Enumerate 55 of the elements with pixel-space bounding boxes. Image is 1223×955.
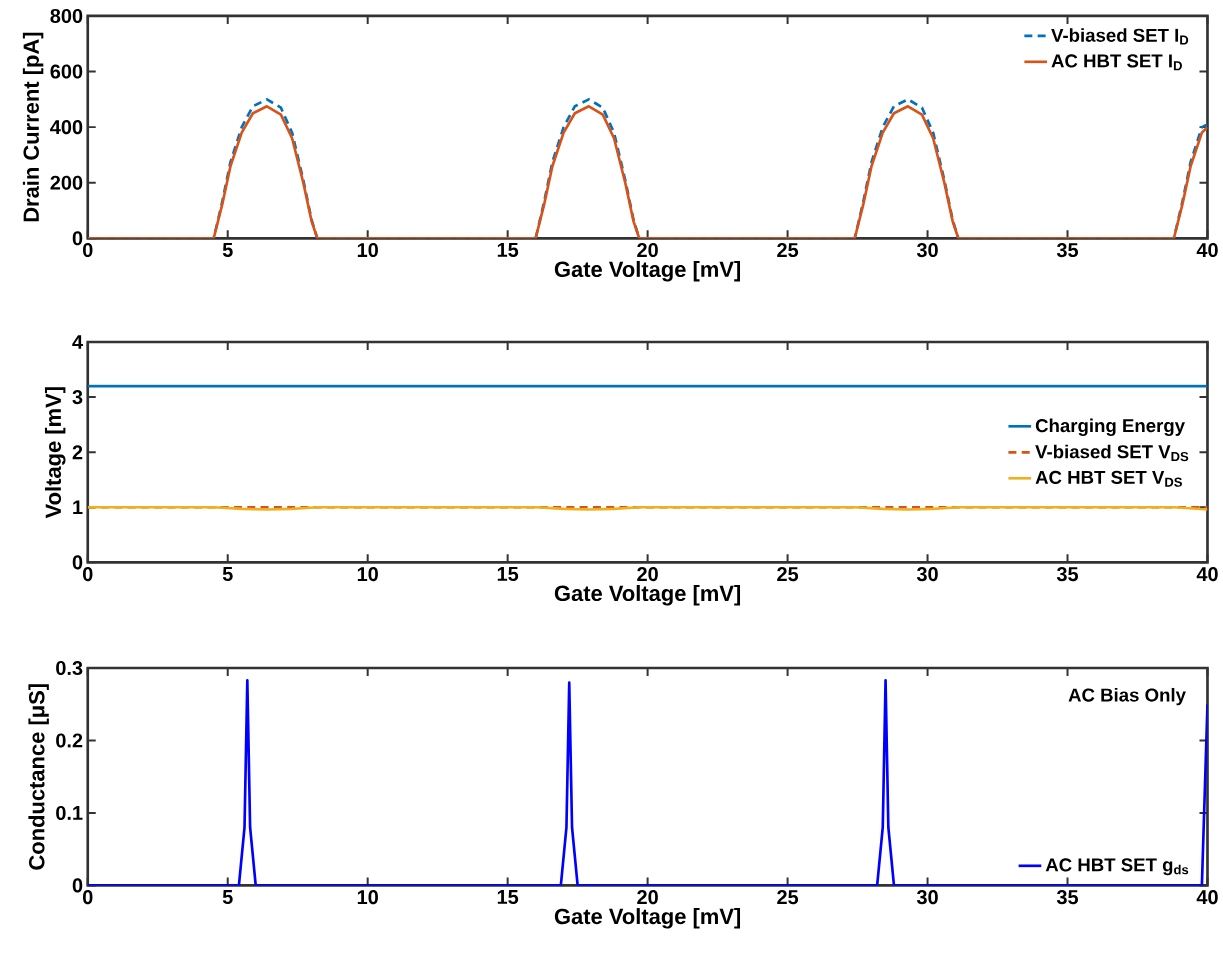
- x-tick-label: 35: [1056, 890, 1079, 905]
- legend-label: V-biased SET V$_{DS}$: [1035, 444, 1189, 462]
- x-tick-label: 20: [637, 566, 658, 582]
- y-tick-label: 0: [72, 555, 83, 570]
- legend-label: AC HBT SET I$_{D}$: [1051, 54, 1182, 71]
- legend-label: Charging Energy: [1035, 418, 1185, 436]
- y-tick-label: 600: [50, 64, 83, 79]
- x-tick-label: 5: [222, 242, 233, 257]
- x-tick-label: 15: [497, 890, 519, 904]
- y-axis-title: Conductance [μS]: [28, 684, 49, 870]
- annotation: AC Bias Only: [1068, 687, 1186, 706]
- y-tick-label: 0: [72, 878, 83, 893]
- y-tick-label: 3: [72, 389, 83, 405]
- x-tick-label: 35: [1056, 566, 1079, 582]
- y-tick-label: 2: [72, 445, 83, 460]
- x-tick-label: 30: [916, 242, 938, 258]
- x-tick-label: 25: [777, 890, 799, 905]
- y-axis-title: Voltage [mV]: [44, 387, 66, 519]
- x-tick-label: 30: [916, 890, 938, 905]
- x-tick-label: 5: [222, 890, 233, 904]
- x-tick-label: 30: [916, 566, 938, 582]
- x-tick-label: 25: [777, 242, 799, 258]
- x-tick-label: 25: [777, 566, 799, 582]
- x-tick-label: 20: [637, 890, 658, 905]
- x-axis-title: Gate Voltage [mV]: [554, 260, 741, 282]
- x-tick-label: 40: [1196, 242, 1218, 258]
- x-tick-label: 10: [357, 890, 378, 905]
- y-tick-label: 0: [72, 231, 83, 246]
- x-tick-label: 15: [497, 566, 519, 581]
- y-tick-label: 200: [50, 175, 83, 190]
- y-tick-label: 400: [50, 119, 83, 135]
- y-tick-label: 800: [50, 8, 83, 23]
- x-axis-title: Gate Voltage [mV]: [554, 907, 741, 929]
- y-tick-label: 0.2: [56, 733, 83, 748]
- legend-label: V-biased SET I$_{D}$: [1051, 28, 1189, 45]
- x-tick-label: 15: [497, 242, 519, 257]
- x-tick-label: 0: [83, 242, 93, 258]
- x-tick-label: 0: [83, 566, 93, 582]
- legend-label: AC HBT SET g$_{ds}$: [1045, 858, 1189, 876]
- y-tick-label: 0.3: [56, 660, 83, 676]
- x-tick-label: 20: [637, 242, 658, 258]
- x-tick-label: 0: [83, 890, 93, 905]
- line-series: [87, 678, 1208, 886]
- x-tick-label: 40: [1196, 566, 1218, 582]
- y-tick-label: 1: [73, 500, 83, 515]
- y-axis-title: Drain Current [pA]: [22, 32, 44, 222]
- x-tick-label: 5: [222, 566, 233, 581]
- x-axis-title: Gate Voltage [mV]: [554, 584, 741, 606]
- y-tick-label: 0.1: [56, 805, 83, 820]
- x-tick-label: 40: [1196, 890, 1218, 905]
- y-tick-label: 4: [72, 335, 83, 349]
- x-tick-label: 10: [357, 242, 378, 258]
- legend-label: AC HBT SET V$_{DS}$: [1035, 470, 1182, 487]
- x-tick-label: 10: [357, 566, 378, 582]
- x-tick-label: 35: [1056, 242, 1079, 258]
